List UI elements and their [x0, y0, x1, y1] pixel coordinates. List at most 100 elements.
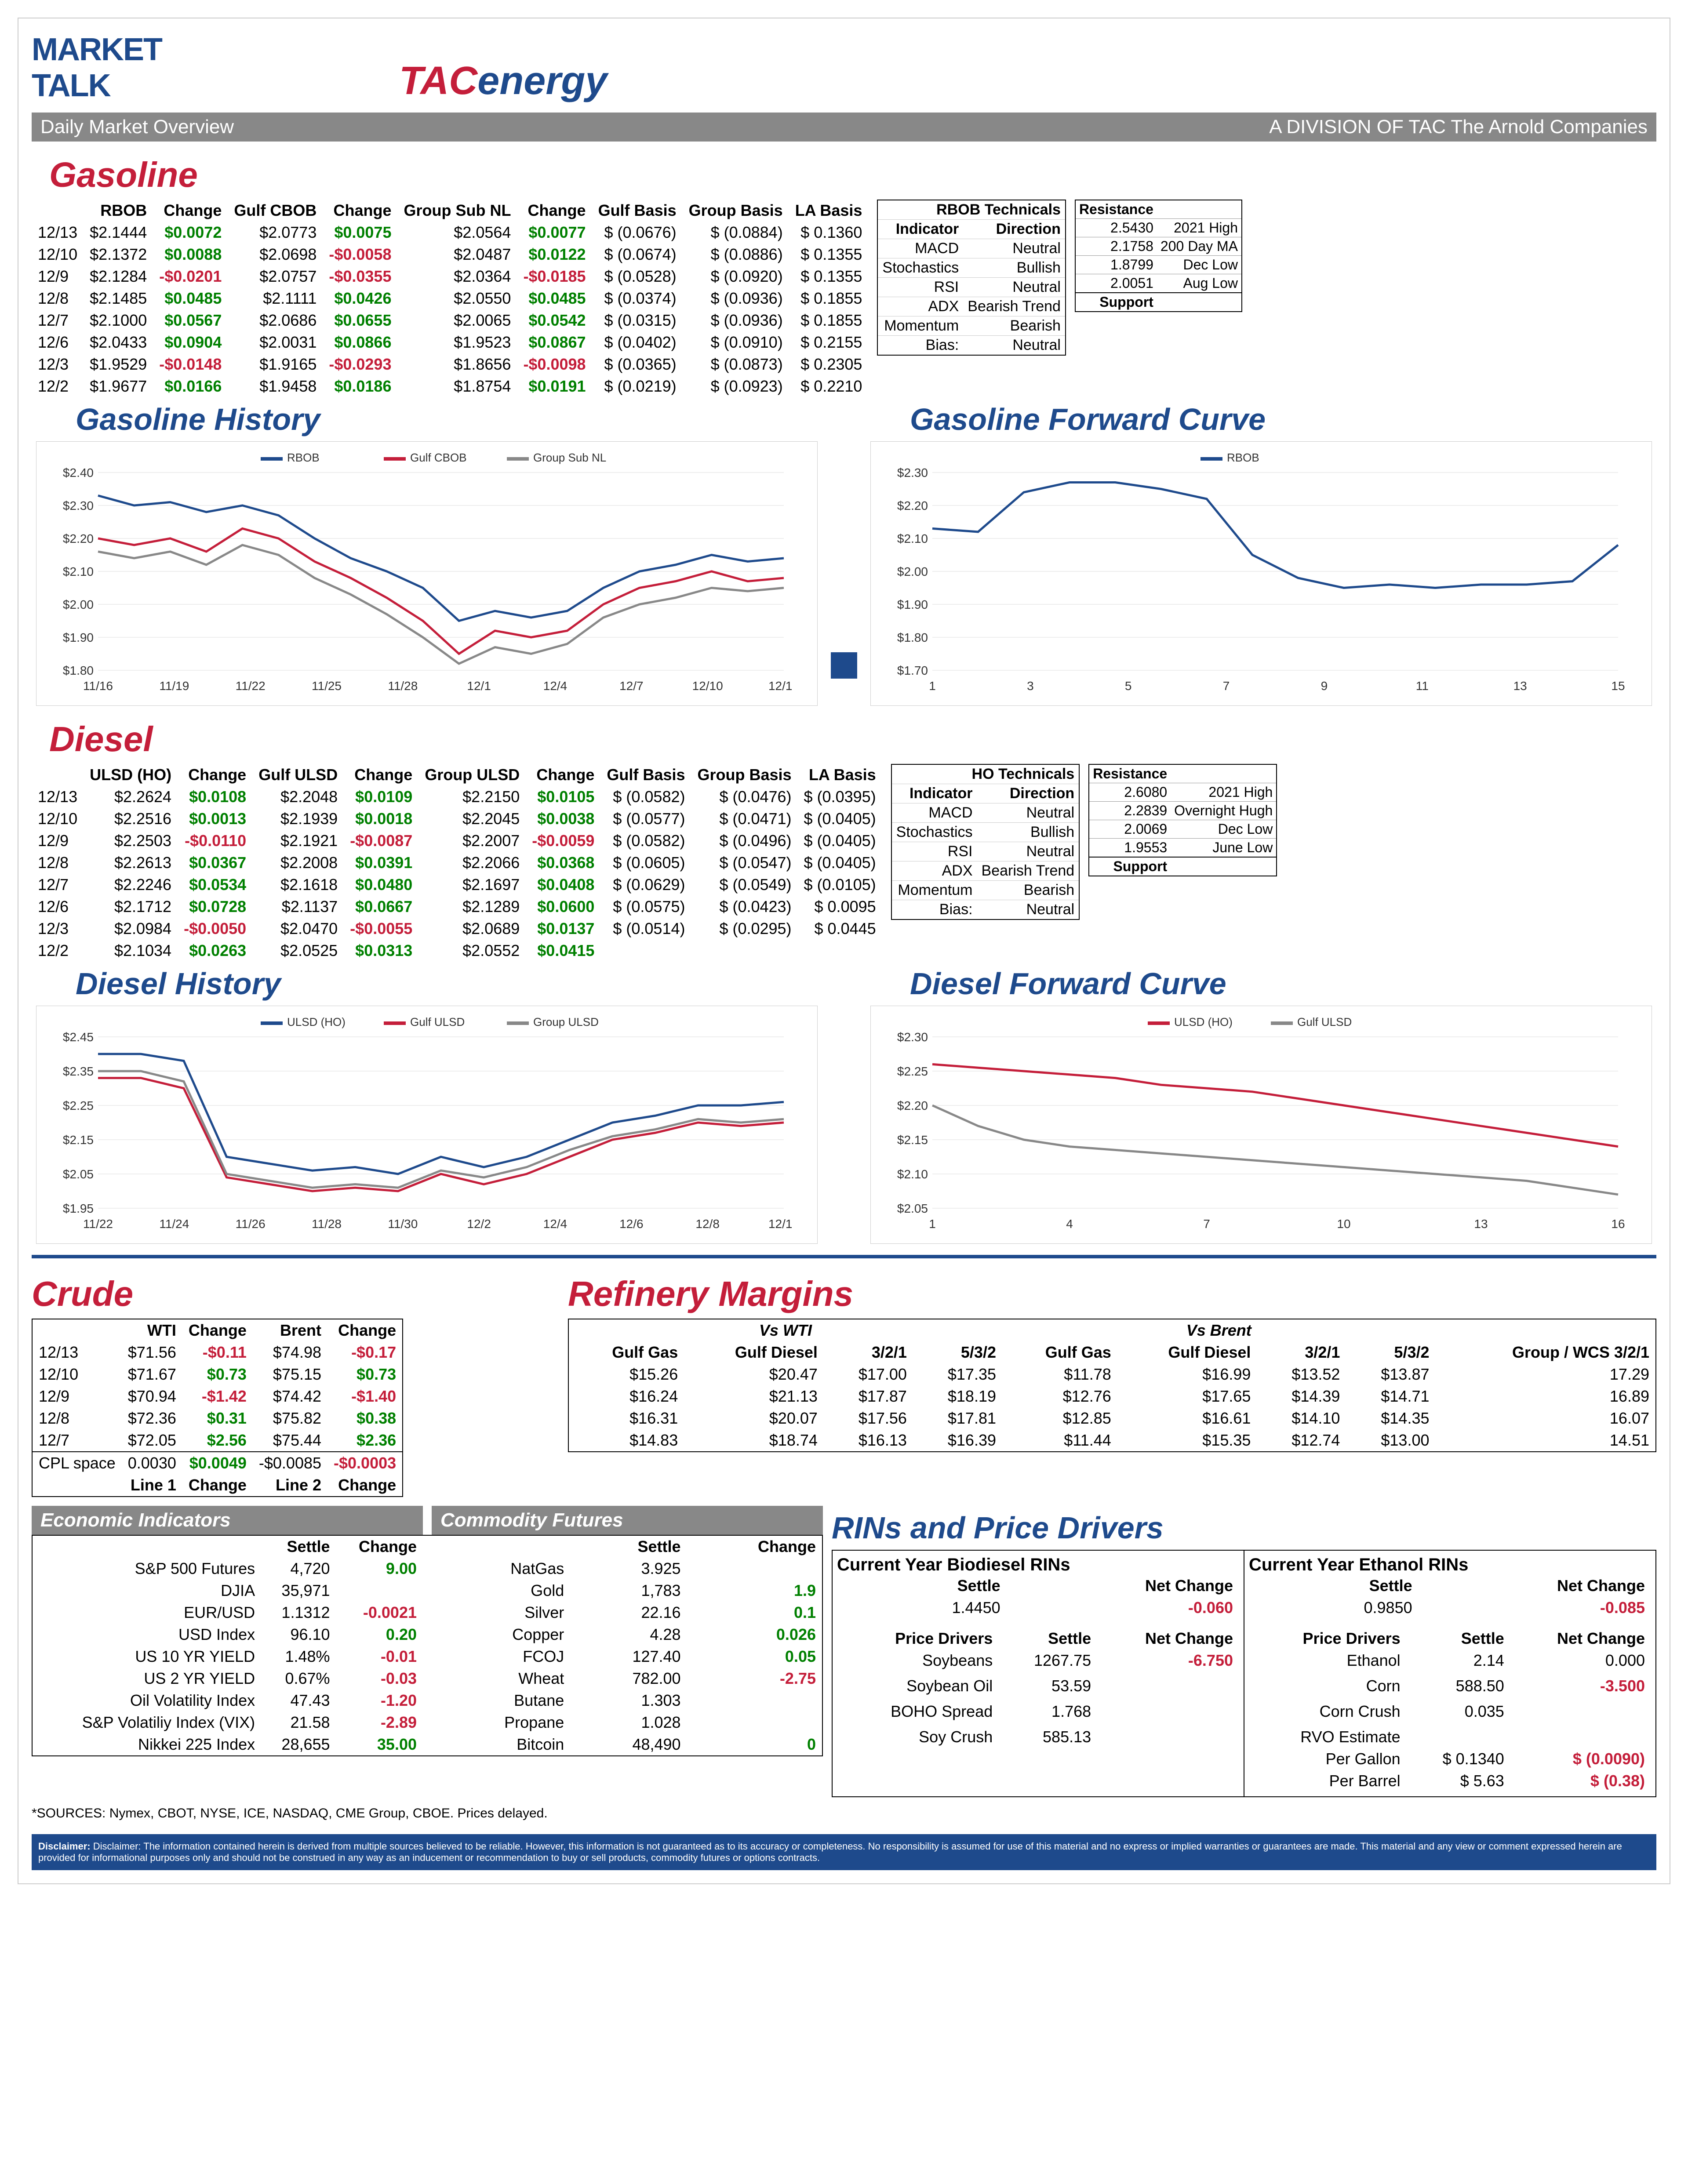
svg-text:11/19: 11/19	[159, 679, 189, 693]
svg-text:$2.45: $2.45	[63, 1030, 94, 1044]
svg-text:9: 9	[1321, 679, 1328, 693]
svg-text:$2.15: $2.15	[897, 1133, 928, 1147]
svg-text:12/7: 12/7	[619, 679, 644, 693]
diesel-history-chart: $2.45 $2.35 $2.25 $2.15 $2.05 $1.95 11/22 11/24…	[36, 1006, 818, 1244]
svg-text:12/4: 12/4	[543, 679, 568, 693]
crude-table: WTIChangeBrentChange12/13$71.56-$0.11$74…	[32, 1319, 403, 1497]
svg-text:16: 16	[1611, 1217, 1625, 1231]
svg-text:5: 5	[1125, 679, 1132, 693]
diesel-technicals: HO TechnicalsIndicatorDirectionMACDNeutr…	[891, 764, 1080, 920]
brand-market: MARKET	[32, 32, 162, 68]
subtitle: Daily Market Overview	[40, 116, 234, 138]
rins-box: Current Year Biodiesel RINsSettleNet Cha…	[832, 1550, 1656, 1797]
svg-text:$2.00: $2.00	[897, 565, 928, 578]
econ-box: SettleChangeS&P 500 Futures4,7209.00DJIA…	[32, 1535, 823, 1756]
svg-text:$1.90: $1.90	[897, 598, 928, 611]
svg-text:$1.70: $1.70	[897, 664, 928, 677]
svg-text:$2.30: $2.30	[63, 499, 94, 512]
svg-text:11/22: 11/22	[236, 679, 266, 693]
crude-title: Crude	[32, 1274, 559, 1314]
econ-rins-row: Economic Indicators Commodity Futures Se…	[32, 1506, 1656, 1797]
diesel-row: ULSD (HO)ChangeGulf ULSDChangeGroup ULSD…	[32, 764, 1656, 962]
header: MARKET TALK TACenergy	[32, 32, 1656, 104]
gasoline-row: RBOBChangeGulf CBOBChangeGroup Sub NLCha…	[32, 200, 1656, 397]
rins-title: RINs and Price Drivers	[832, 1510, 1656, 1545]
gas-history-title: Gasoline History	[76, 402, 822, 437]
svg-text:10: 10	[1337, 1217, 1350, 1231]
divider	[32, 1255, 1656, 1258]
svg-text:$1.90: $1.90	[63, 631, 94, 644]
svg-text:13: 13	[1474, 1217, 1488, 1231]
svg-text:Gulf ULSD: Gulf ULSD	[410, 1015, 465, 1028]
diesel-table: ULSD (HO)ChangeGulf ULSDChangeGroup ULSD…	[32, 764, 882, 962]
gas-history-chart: $2.40 $2.30 $2.20 $2.10 $2.00 $1.90 $1.80 11/16…	[36, 441, 818, 706]
econ-title: Economic Indicators	[32, 1506, 423, 1535]
svg-text:11/26: 11/26	[236, 1217, 266, 1231]
svg-text:$1.80: $1.80	[63, 664, 94, 677]
svg-text:11: 11	[1416, 679, 1429, 693]
svg-text:12/10: 12/10	[692, 679, 723, 693]
gas-forward-chart: $2.30$2.20$2.10$2.00$1.90$1.80$1.7013579…	[870, 441, 1652, 706]
svg-text:ULSD (HO): ULSD (HO)	[287, 1015, 346, 1028]
svg-text:$2.05: $2.05	[63, 1167, 94, 1181]
gasoline-charts: Gasoline History $2.40$2.30$2.20$2.10$2.…	[32, 397, 1656, 710]
gasoline-technicals: RBOB TechnicalsIndicatorDirectionMACDNeu…	[877, 200, 1066, 356]
svg-text:11/25: 11/25	[312, 679, 342, 693]
svg-text:12/1: 12/1	[467, 679, 491, 693]
svg-text:$2.10: $2.10	[897, 1167, 928, 1181]
energy: energy	[477, 59, 607, 103]
tac-logo: TACenergy	[399, 58, 607, 104]
diesel-title: Diesel	[49, 719, 1656, 759]
svg-text:3: 3	[1027, 679, 1034, 693]
svg-text:11/30: 11/30	[388, 1217, 418, 1231]
svg-text:12/13: 12/13	[768, 679, 793, 693]
svg-text:$2.35: $2.35	[63, 1065, 94, 1078]
svg-text:Gulf ULSD: Gulf ULSD	[1297, 1015, 1352, 1028]
sources: *SOURCES: Nymex, CBOT, NYSE, ICE, NASDAQ…	[32, 1806, 1656, 1821]
sub-bar: Daily Market Overview A DIVISION OF TAC …	[32, 113, 1656, 142]
crude-refinery-row: Crude WTIChangeBrentChange12/13$71.56-$0…	[32, 1265, 1656, 1497]
svg-text:$2.10: $2.10	[63, 565, 94, 578]
gas-forward-title: Gasoline Forward Curve	[910, 402, 1656, 437]
disclaimer: Disclaimer: Disclaimer: The information …	[32, 1834, 1656, 1870]
svg-text:$1.80: $1.80	[897, 631, 928, 644]
svg-text:ULSD (HO): ULSD (HO)	[1174, 1015, 1233, 1028]
diesel-forward-chart: $2.30$2.25$2.20$2.15$2.10$2.05147101316U…	[870, 1006, 1652, 1244]
svg-text:1: 1	[929, 679, 936, 693]
svg-text:7: 7	[1223, 679, 1230, 693]
svg-text:15: 15	[1611, 679, 1625, 693]
diesel-forward-title: Diesel Forward Curve	[910, 966, 1656, 1001]
svg-text:11/22: 11/22	[83, 1217, 113, 1231]
svg-text:$2.40: $2.40	[63, 466, 94, 480]
svg-text:7: 7	[1203, 1217, 1210, 1231]
svg-text:12/4: 12/4	[543, 1217, 568, 1231]
disclaimer-text: Disclaimer: The information contained he…	[38, 1841, 1622, 1863]
svg-text:12/8: 12/8	[695, 1217, 720, 1231]
svg-text:11/24: 11/24	[159, 1217, 189, 1231]
svg-text:$2.30: $2.30	[897, 1030, 928, 1044]
svg-text:$2.00: $2.00	[63, 598, 94, 611]
refinery-table: Vs WTIVs BrentGulf GasGulf Diesel3/2/15/…	[568, 1319, 1656, 1452]
svg-text:11/28: 11/28	[312, 1217, 342, 1231]
svg-text:11/16: 11/16	[83, 679, 113, 693]
svg-text:RBOB: RBOB	[287, 451, 320, 464]
svg-text:$2.15: $2.15	[63, 1133, 94, 1147]
svg-text:RBOB: RBOB	[1227, 451, 1259, 464]
svg-text:Group ULSD: Group ULSD	[533, 1015, 599, 1028]
svg-text:$2.25: $2.25	[63, 1099, 94, 1112]
brand-talk: TALK	[32, 68, 162, 104]
svg-text:11/28: 11/28	[388, 679, 418, 693]
diesel-resistance: Resistance2.60802021 High2.2839Overnight…	[1088, 764, 1277, 876]
division: A DIVISION OF TAC The Arnold Companies	[1269, 116, 1648, 138]
svg-text:$2.20: $2.20	[63, 532, 94, 545]
svg-text:$2.20: $2.20	[897, 1099, 928, 1112]
refinery-title: Refinery Margins	[568, 1274, 1656, 1314]
gasoline-resistance: Resistance2.54302021 High2.1758200 Day M…	[1075, 200, 1242, 312]
page: MARKET TALK TACenergy Daily Market Overv…	[18, 18, 1670, 1884]
svg-text:$1.95: $1.95	[63, 1202, 94, 1215]
svg-text:12/10: 12/10	[768, 1217, 793, 1231]
svg-text:$2.10: $2.10	[897, 532, 928, 545]
svg-text:$2.20: $2.20	[897, 499, 928, 512]
svg-text:Group Sub NL: Group Sub NL	[533, 451, 606, 464]
svg-text:4: 4	[1066, 1217, 1073, 1231]
